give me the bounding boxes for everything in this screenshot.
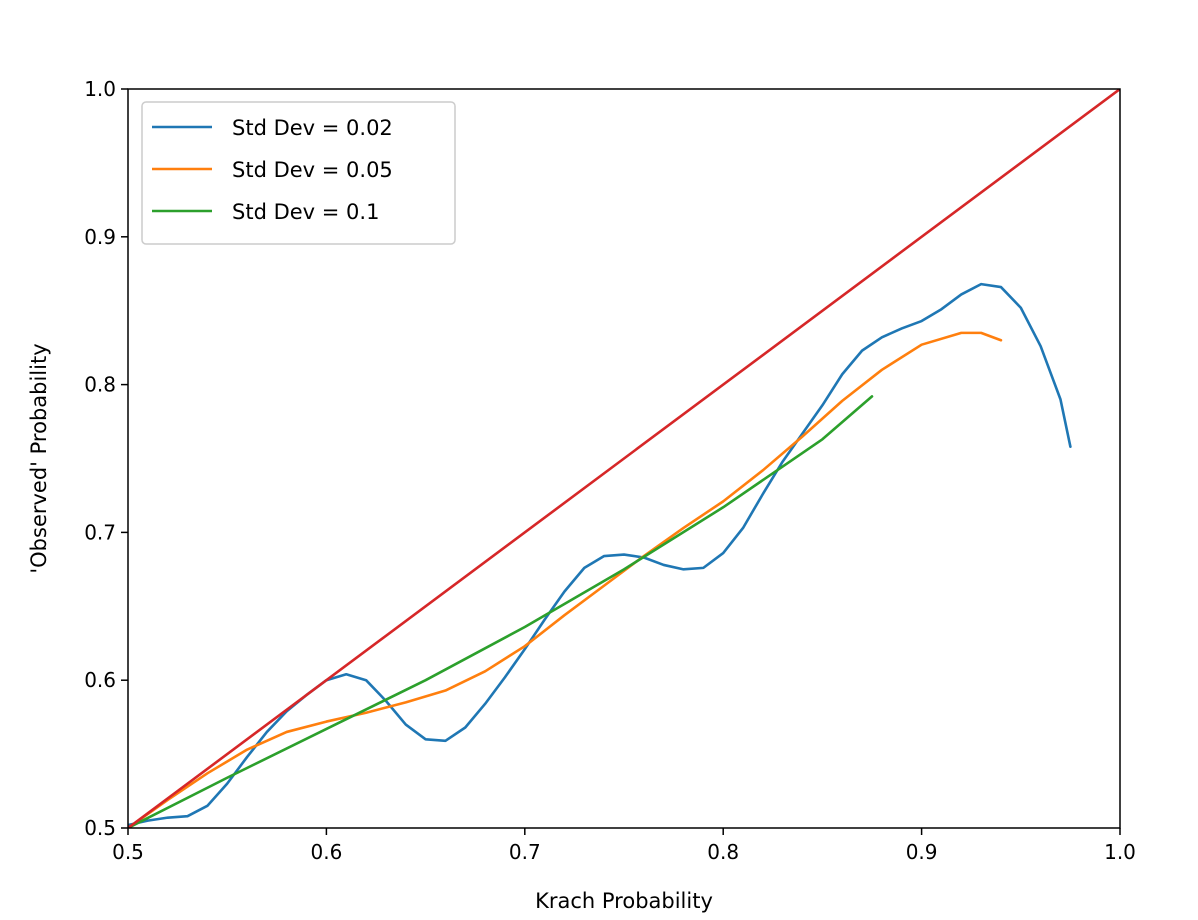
series-line-std-dev-0-05	[128, 331, 1003, 828]
legend-box	[141, 101, 456, 245]
y-tick-label: 0.9	[84, 225, 116, 249]
ticks-layer: 0.5 0.6 0.7 0.8 0.9 1.0 0.5 0.6 0.7 0.8 0.9 1.0	[84, 77, 1136, 864]
y-tick-label: 0.8	[84, 373, 116, 397]
series-layer	[128, 89, 1120, 828]
legend: Std Dev = 0.02 Std Dev = 0.05 Std Dev = 0.…	[141, 101, 456, 245]
series-line-std-dev-0-02	[128, 282, 1072, 827]
x-tick-label: 0.5	[112, 840, 144, 864]
x-axis-label: Krach Probability	[535, 889, 713, 913]
y-tick-label: 0.6	[84, 668, 116, 692]
legend-label: Std Dev = 0.1	[232, 200, 379, 224]
y-tick-label: 0.7	[84, 520, 116, 544]
x-tick-label: 0.9	[906, 840, 938, 864]
legend-label: Std Dev = 0.02	[232, 116, 393, 140]
x-tick-label: 0.6	[310, 840, 342, 864]
y-tick-label: 0.5	[84, 816, 116, 840]
y-axis-label: 'Observed' Probability	[27, 343, 51, 573]
series-line-std-dev-0-1	[128, 395, 874, 828]
plot-frame	[127, 88, 1121, 829]
x-tick-label: 0.7	[509, 840, 541, 864]
series-line-diagonal	[128, 89, 1120, 828]
legend-label: Std Dev = 0.05	[232, 158, 393, 182]
x-tick-label: 0.8	[707, 840, 739, 864]
x-tick-label: 1.0	[1104, 840, 1136, 864]
y-tick-label: 1.0	[84, 77, 116, 101]
